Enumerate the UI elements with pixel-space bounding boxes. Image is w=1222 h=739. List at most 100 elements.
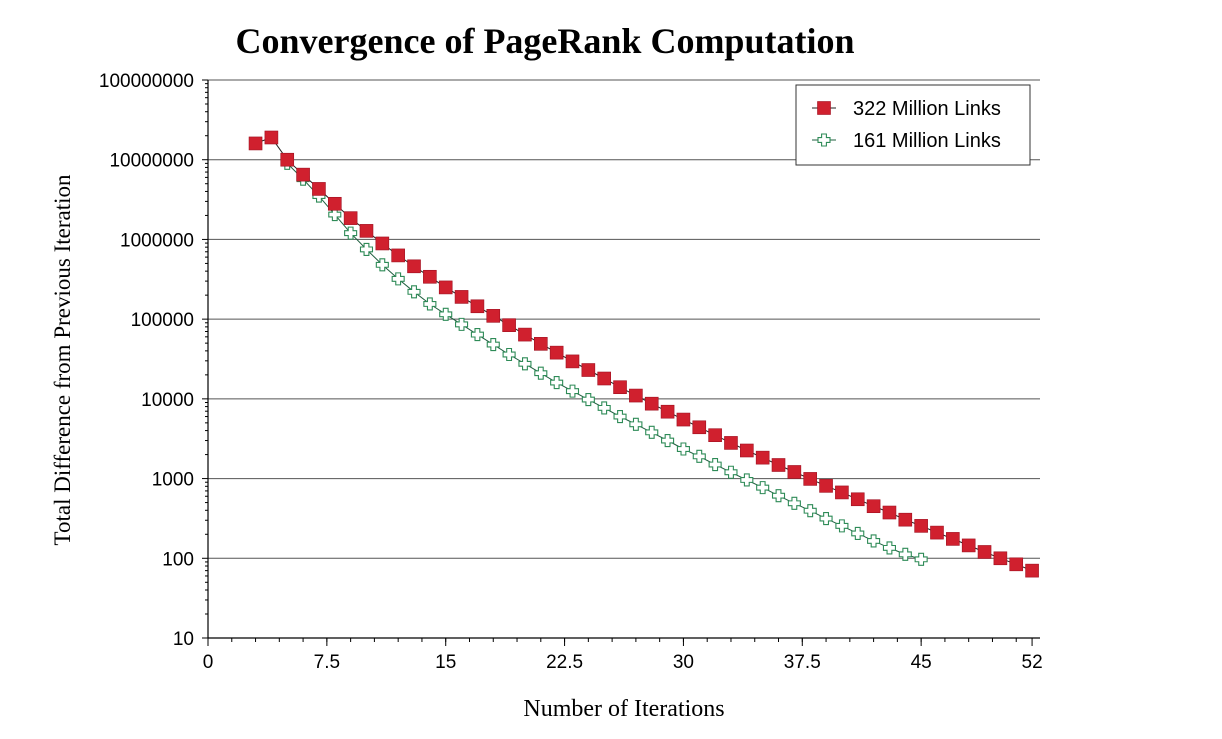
legend: 322 Million Links 161 Million Links — [795, 84, 1031, 166]
data-point — [977, 545, 992, 559]
plot-area — [248, 130, 1039, 578]
data-point — [470, 328, 484, 342]
data-point — [581, 363, 596, 377]
data-point — [946, 532, 960, 546]
data-point — [771, 458, 786, 472]
data-point — [629, 388, 643, 403]
data-point — [550, 376, 564, 390]
data-point — [264, 130, 279, 145]
data-point — [597, 371, 611, 386]
x-tick-label: 30 — [673, 652, 694, 673]
x-axis-label: Number of Iterations — [523, 696, 724, 722]
data-point — [771, 489, 786, 503]
y-tick-label: 1000 — [152, 470, 194, 491]
data-point — [391, 272, 405, 286]
data-point — [835, 519, 849, 533]
data-point — [914, 552, 928, 566]
data-point — [423, 297, 437, 311]
data-point — [851, 526, 865, 540]
data-point — [439, 307, 453, 321]
data-point — [549, 345, 564, 360]
data-point — [359, 242, 374, 256]
y-tick-label: 10 — [173, 629, 194, 650]
data-point — [280, 152, 295, 167]
data-point — [882, 541, 896, 555]
data-point — [486, 309, 501, 323]
y-tick-label: 10000000 — [109, 151, 194, 172]
data-point — [866, 499, 881, 514]
data-point — [676, 442, 690, 456]
data-point — [724, 436, 738, 450]
data-point — [502, 347, 516, 362]
data-point — [581, 393, 595, 407]
data-point — [343, 211, 358, 225]
data-point — [1009, 557, 1024, 572]
data-point — [359, 224, 374, 238]
x-tick-label: 7.5 — [314, 652, 340, 673]
data-point — [1025, 563, 1039, 578]
data-point — [407, 259, 421, 274]
data-point — [914, 519, 928, 533]
legend-box — [795, 84, 1031, 166]
series-line — [286, 163, 922, 560]
data-point — [930, 525, 944, 540]
data-point — [740, 473, 754, 487]
data-point — [470, 299, 485, 314]
data-point — [850, 492, 865, 507]
y-tick-label: 1000000 — [120, 230, 194, 251]
y-axis-label: Total Difference from Previous Iteration — [50, 174, 75, 545]
x-tick-label: 37.5 — [784, 652, 821, 673]
data-point — [518, 357, 532, 371]
data-point — [391, 248, 405, 263]
data-point — [645, 425, 659, 439]
data-point — [344, 226, 358, 240]
x-tick-label: 22.5 — [546, 652, 583, 673]
legend-item: 322 Million Links — [812, 98, 1001, 120]
data-point — [486, 338, 500, 352]
data-point — [692, 420, 707, 435]
data-point — [803, 472, 818, 486]
data-point — [613, 409, 627, 424]
gridlines — [208, 79, 1040, 559]
x-tick-label: 52 — [1022, 652, 1043, 673]
data-point — [565, 384, 580, 398]
data-point — [819, 512, 833, 526]
data-point — [407, 285, 421, 299]
y-tick-label: 100 — [162, 549, 194, 570]
x-tick-label: 0 — [203, 652, 214, 673]
data-point — [882, 505, 897, 520]
data-point — [835, 485, 849, 500]
data-point — [692, 449, 706, 463]
data-point — [676, 412, 691, 427]
data-point — [328, 208, 342, 222]
axes: 10 100 1000 10000 100000 1000000 10000000 10000… — [99, 71, 1043, 673]
data-point — [534, 366, 548, 380]
data-point — [327, 196, 342, 211]
data-point — [787, 496, 801, 510]
y-tick-label: 10000 — [141, 390, 194, 411]
data-point — [375, 258, 389, 272]
legend-label: 161 Million Links — [853, 130, 1001, 152]
data-point — [708, 457, 722, 472]
data-point — [993, 551, 1008, 566]
chart-title: Convergence of PageRank Computation — [236, 21, 855, 61]
data-point — [248, 136, 263, 151]
series-322-million-links — [248, 130, 1039, 578]
data-point — [518, 327, 532, 342]
data-point — [661, 433, 675, 448]
data-point — [533, 337, 548, 351]
data-point — [803, 504, 817, 518]
data-point — [296, 167, 310, 182]
data-point — [756, 481, 770, 495]
data-point — [898, 512, 913, 527]
data-point — [961, 538, 976, 553]
data-point — [597, 401, 611, 415]
x-tick-label: 15 — [435, 652, 456, 673]
legend-item: 161 Million Links — [812, 130, 1001, 152]
data-point — [629, 417, 643, 431]
data-point — [644, 396, 659, 411]
data-point — [312, 182, 326, 196]
data-point — [817, 101, 831, 115]
data-point — [867, 534, 881, 548]
